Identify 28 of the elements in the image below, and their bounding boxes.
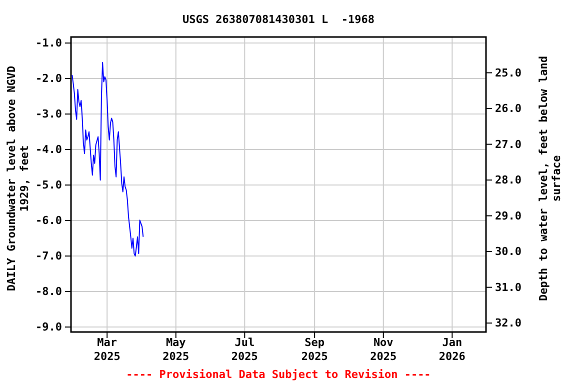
x-tick-label: Nov 2025 bbox=[370, 336, 397, 363]
line-series bbox=[72, 62, 144, 257]
y2-tick-label: 30.0 bbox=[495, 245, 522, 258]
y-tick-label: -6.0 bbox=[36, 214, 62, 228]
y-tick-label: -9.0 bbox=[36, 320, 62, 334]
y2-tick-label: 25.0 bbox=[495, 66, 522, 80]
y2-tick-label: 29.0 bbox=[495, 209, 522, 222]
y-tick-label: -3.0 bbox=[36, 108, 62, 121]
y-tick-label: -8.0 bbox=[36, 285, 62, 298]
y-tick-label: -2.0 bbox=[36, 72, 62, 86]
x-tick-label: Sep 2025 bbox=[301, 336, 328, 363]
y-tick-label: -7.0 bbox=[36, 250, 62, 263]
y-tick-label: -4.0 bbox=[36, 143, 62, 156]
y2-tick-label: 26.0 bbox=[495, 102, 522, 116]
y2-tick-label: 28.0 bbox=[495, 174, 522, 187]
x-tick-label: Jul 2025 bbox=[231, 336, 258, 363]
x-tick-label: Mar 2025 bbox=[94, 336, 120, 363]
y-tick-label: -1.0 bbox=[36, 36, 62, 50]
y2-tick-label: 27.0 bbox=[495, 138, 522, 151]
x-tick-label: May 2025 bbox=[162, 336, 190, 363]
x-tick-label: Jan 2026 bbox=[438, 336, 466, 363]
y2-axis-title: Depth to water level, feet below land surface bbox=[537, 56, 563, 302]
y2-tick-label: 32.0 bbox=[495, 316, 522, 330]
y-tick-label: -5.0 bbox=[36, 178, 62, 192]
y2-tick-label: 31.0 bbox=[495, 280, 522, 294]
text: ---- Provisional Data Subject to Revision ---- bbox=[126, 368, 431, 381]
chart-title: USGS 263807081430301 L -1968 bbox=[182, 13, 375, 26]
y-axis-title: DAILY Groundwater level above NGVD 1929, feet bbox=[5, 66, 31, 292]
